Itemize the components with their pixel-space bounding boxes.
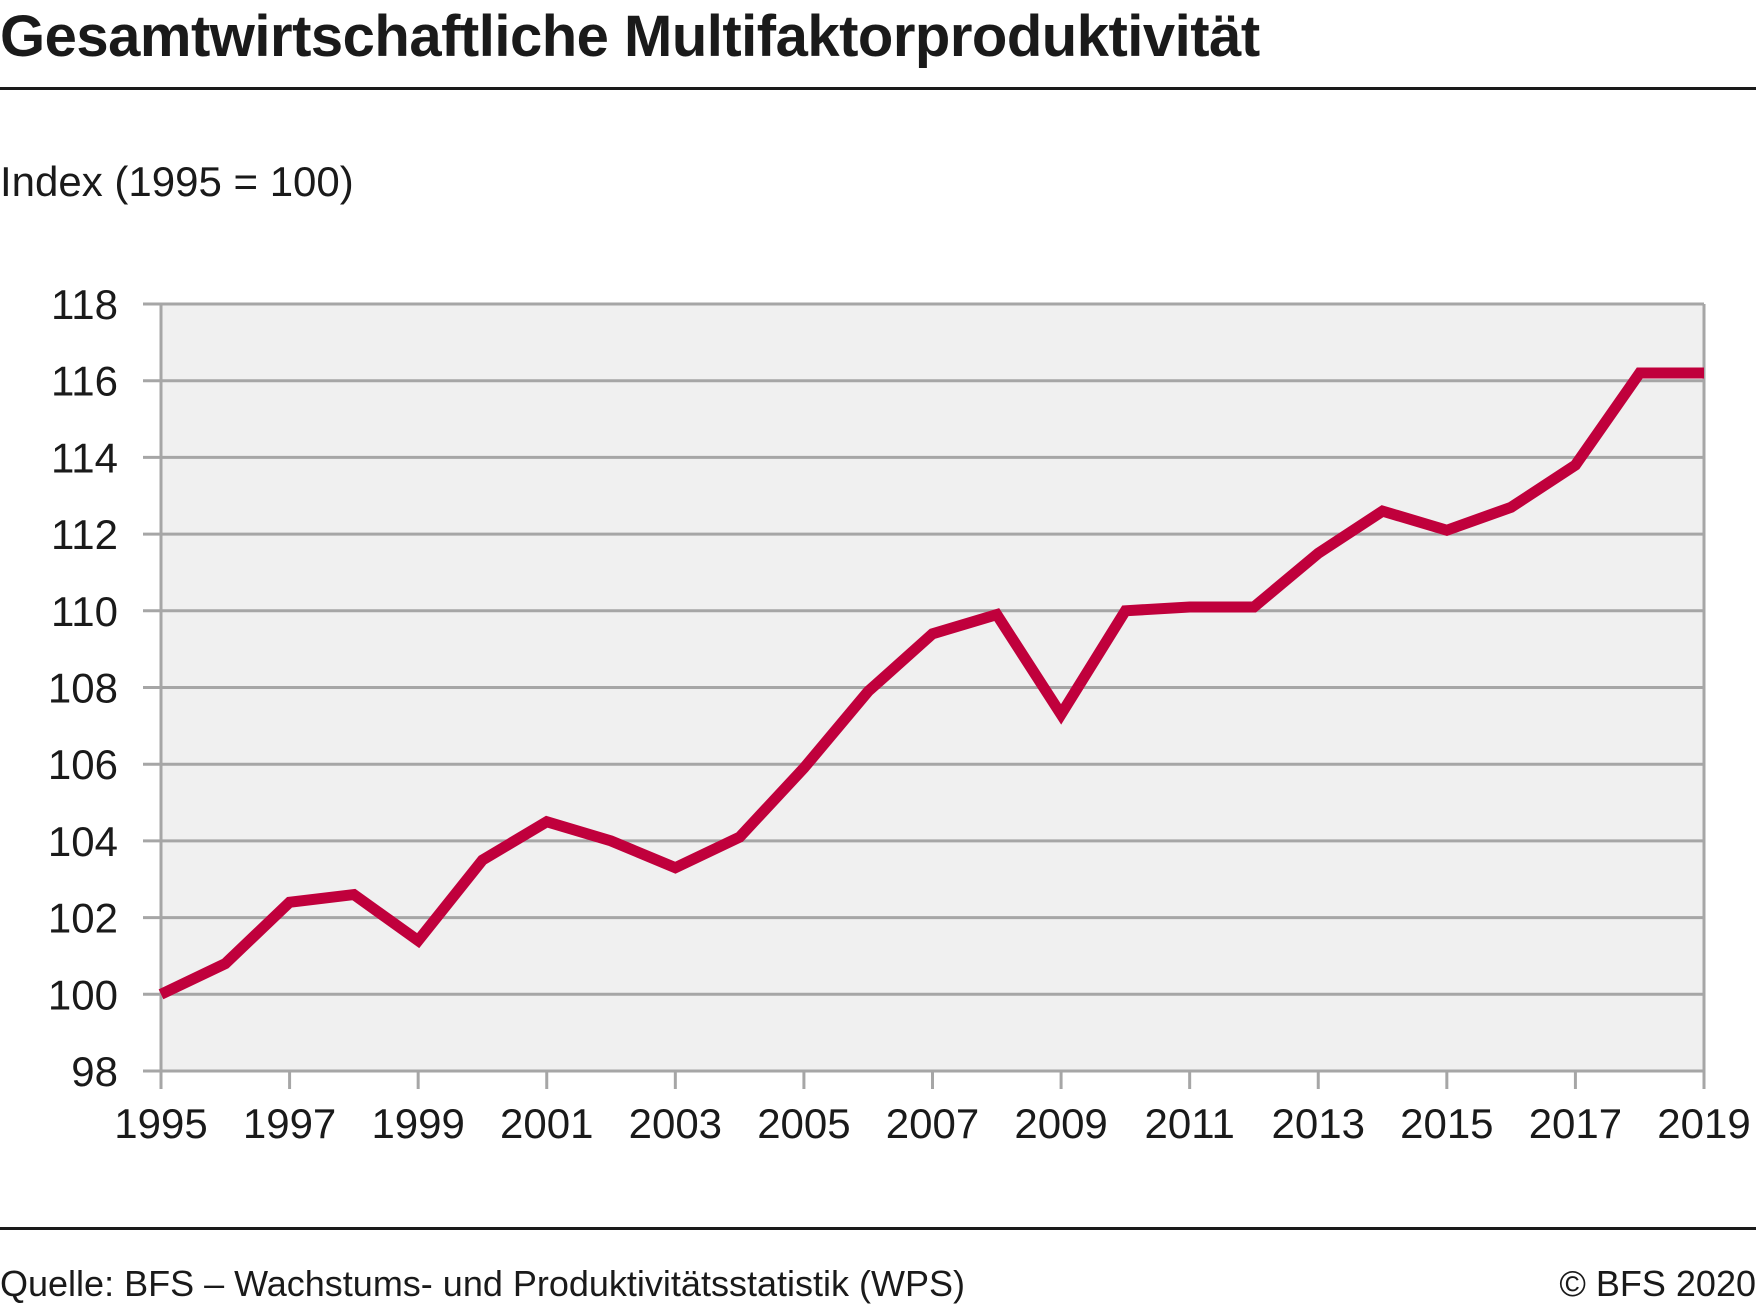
data-point-2012 xyxy=(1252,605,1256,609)
y-tick-label-116: 116 xyxy=(51,358,118,405)
y-tick-label-100: 100 xyxy=(48,971,118,1018)
source-note: Quelle: BFS – Wachstums- und Produktivit… xyxy=(0,1263,965,1304)
footer-divider xyxy=(0,1227,1756,1230)
data-point-2004 xyxy=(738,835,742,839)
x-tick-label-2011: 2011 xyxy=(1145,1100,1235,1147)
y-tick-label-98: 98 xyxy=(71,1048,118,1095)
data-point-2015 xyxy=(1445,528,1449,532)
x-tick-label-1995: 1995 xyxy=(114,1100,207,1147)
x-axis-tick-labels: 1995 1997 1999 2001 2003 2005 2007 2009 2011 2013… xyxy=(114,1100,1750,1147)
x-axis-ticks xyxy=(159,1071,1706,1089)
data-point-2016 xyxy=(1509,505,1513,509)
data-point-2014 xyxy=(1381,509,1385,513)
data-point-1999 xyxy=(416,939,420,943)
y-tick-label-102: 102 xyxy=(48,895,118,942)
x-tick-label-2013: 2013 xyxy=(1272,1100,1365,1147)
x-tick-label-2015: 2015 xyxy=(1400,1100,1493,1147)
y-tick-label-110: 110 xyxy=(51,588,118,635)
data-point-2005 xyxy=(802,766,806,770)
data-point-1997 xyxy=(288,900,292,904)
data-point-2018 xyxy=(1638,371,1642,375)
y-tick-label-114: 114 xyxy=(51,434,118,481)
y-axis-tick-labels: 98 100 102 104 106 108 110 112 114 116 118 xyxy=(48,281,118,1095)
data-point-2013 xyxy=(1316,551,1320,555)
data-point-1995 xyxy=(159,992,163,996)
x-tick-label-2001: 2001 xyxy=(500,1100,593,1147)
data-point-2000 xyxy=(480,858,484,862)
data-point-2008 xyxy=(995,613,999,617)
x-tick-label-2005: 2005 xyxy=(757,1100,850,1147)
data-point-2009 xyxy=(1059,712,1063,716)
data-point-2001 xyxy=(545,820,549,824)
series-group xyxy=(158,367,1704,1000)
y-tick-label-108: 108 xyxy=(48,665,118,712)
x-tick-label-2003: 2003 xyxy=(629,1100,722,1147)
grid-lines xyxy=(143,302,1706,1073)
data-point-2002 xyxy=(609,839,613,843)
y-axis-unit-label: Index (1995 = 100) xyxy=(0,158,354,205)
x-tick-label-2019: 2019 xyxy=(1657,1100,1750,1147)
data-point-2010 xyxy=(1123,609,1127,613)
x-tick-label-2017: 2017 xyxy=(1529,1100,1622,1147)
title-divider xyxy=(0,87,1756,90)
y-tick-label-104: 104 xyxy=(48,818,118,865)
data-point-2003 xyxy=(673,866,677,870)
x-tick-label-2007: 2007 xyxy=(886,1100,979,1147)
data-point-2006 xyxy=(866,689,870,693)
x-tick-label-1997: 1997 xyxy=(243,1100,336,1147)
data-point-1998 xyxy=(352,893,356,897)
y-tick-label-112: 112 xyxy=(51,511,118,558)
chart-title: Gesamtwirtschaftliche Multifaktorprodukt… xyxy=(0,4,1260,69)
copyright-note: © BFS 2020 xyxy=(1559,1263,1756,1304)
y-tick-label-118: 118 xyxy=(51,281,118,328)
x-tick-label-1999: 1999 xyxy=(371,1100,464,1147)
data-point-2017 xyxy=(1573,463,1577,467)
y-tick-label-106: 106 xyxy=(48,741,118,788)
x-tick-label-2009: 2009 xyxy=(1014,1100,1107,1147)
data-point-1996 xyxy=(223,962,227,966)
series-line-0 xyxy=(158,367,1704,1000)
data-point-2019 xyxy=(1702,371,1706,375)
data-point-2007 xyxy=(931,632,935,636)
data-point-2011 xyxy=(1188,605,1192,609)
